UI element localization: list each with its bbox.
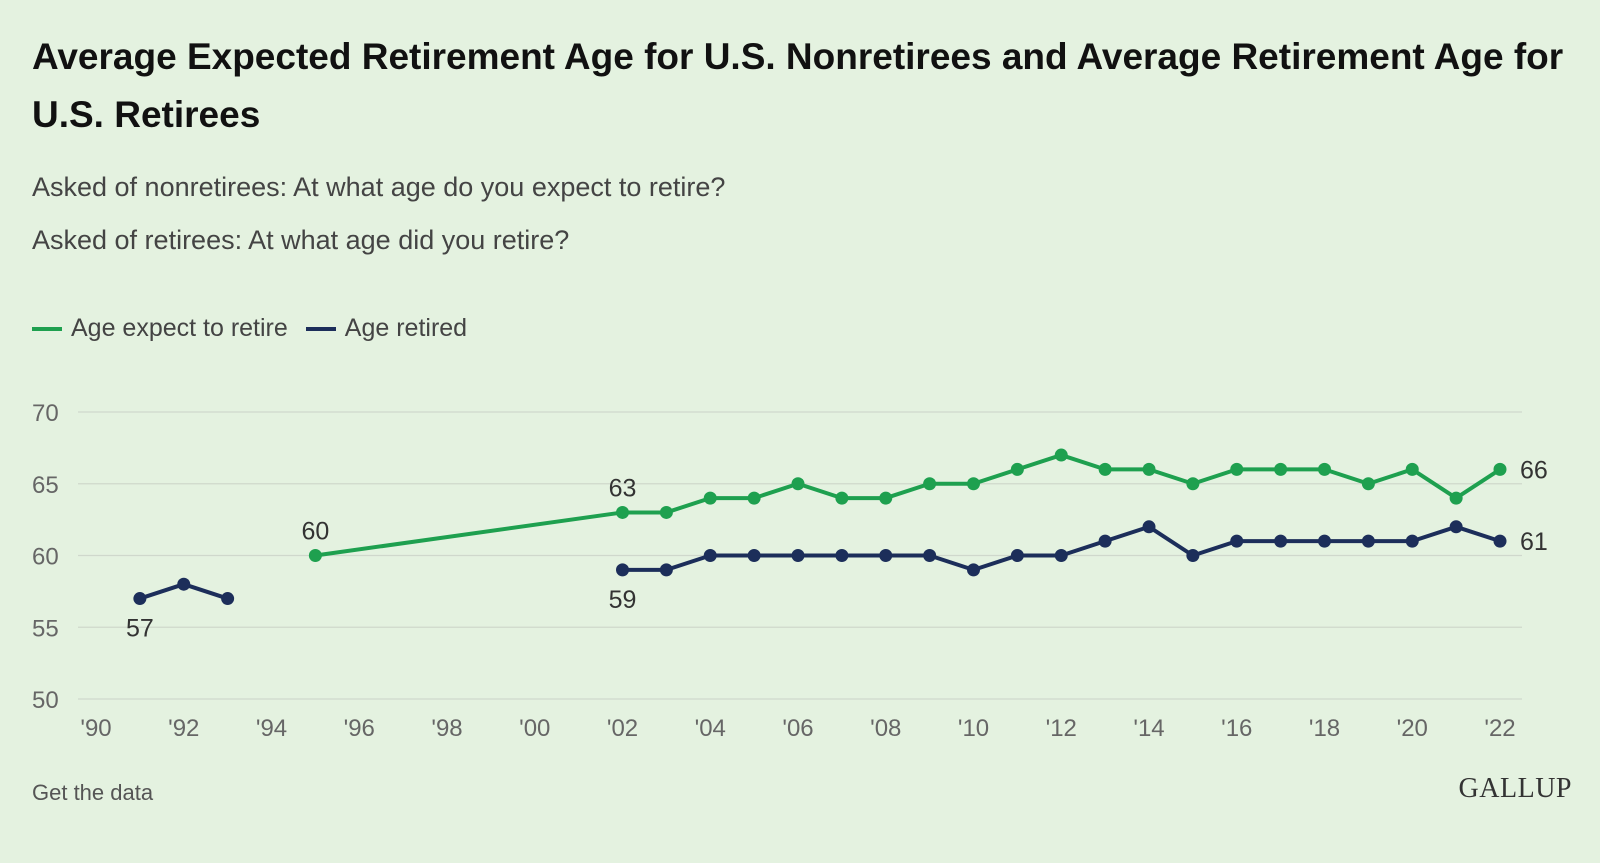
data-label-retired: 59 bbox=[609, 586, 637, 614]
x-tick-label: '02 bbox=[607, 715, 638, 742]
legend-swatch-expect bbox=[32, 326, 62, 331]
legend-swatch-retired bbox=[305, 326, 336, 331]
data-point-retired bbox=[923, 549, 937, 562]
chart-subtitle-retirees: Asked of retirees: At what age did you r… bbox=[32, 225, 570, 255]
x-tick-label: '14 bbox=[1133, 715, 1164, 742]
y-tick-label: 50 bbox=[32, 687, 59, 714]
data-point-retired bbox=[835, 549, 849, 562]
data-point-retired bbox=[1010, 549, 1024, 562]
data-point-expect bbox=[1449, 491, 1463, 505]
data-point-expect bbox=[1010, 462, 1024, 476]
data-point-expect bbox=[703, 491, 717, 505]
x-tick-label: '08 bbox=[870, 715, 901, 742]
data-point-expect bbox=[879, 491, 893, 505]
data-point-expect bbox=[791, 477, 805, 491]
data-point-retired bbox=[1142, 520, 1156, 534]
y-tick-label: 65 bbox=[32, 472, 59, 499]
chart-subtitle-nonretirees: Asked of nonretirees: At what age do you… bbox=[32, 172, 726, 202]
data-point-expect bbox=[659, 505, 673, 519]
series-line-retired bbox=[622, 524, 1501, 572]
data-point-retired bbox=[1274, 534, 1288, 548]
x-tick-label: '92 bbox=[168, 715, 199, 742]
y-tick-label: 55 bbox=[32, 615, 59, 642]
data-point-expect bbox=[1405, 462, 1419, 476]
y-axis-ticks: 50 55 60 65 70 bbox=[32, 400, 59, 714]
data-label-expect: 63 bbox=[609, 474, 637, 502]
data-point-expect bbox=[308, 549, 322, 562]
data-point-retired bbox=[1098, 534, 1112, 548]
x-tick-label: '06 bbox=[782, 715, 813, 742]
data-point-expect bbox=[1054, 448, 1068, 462]
x-tick-label: '96 bbox=[344, 715, 375, 742]
data-point-retired bbox=[1449, 520, 1463, 534]
data-label-retired: 61 bbox=[1520, 528, 1548, 556]
data-point-retired bbox=[703, 549, 717, 562]
x-tick-label: '10 bbox=[958, 715, 989, 742]
data-point-expect bbox=[747, 491, 761, 505]
data-point-expect bbox=[967, 477, 980, 491]
data-point-retired bbox=[1318, 534, 1331, 548]
data-point-expect bbox=[616, 505, 629, 519]
x-tick-label: '12 bbox=[1046, 715, 1077, 742]
data-point-retired bbox=[177, 577, 191, 591]
data-point-expect bbox=[1142, 462, 1156, 476]
x-axis-ticks: '90 '92 '94 '96 '98 '00 '02 '04 '06 '08 '10 '12 '14 '… bbox=[80, 715, 1515, 742]
legend-label-expect: Age expect to retire bbox=[71, 314, 288, 342]
chart-title: Average Expected Retirement Age for U.S.… bbox=[32, 36, 1564, 135]
data-point-expect bbox=[1493, 462, 1507, 476]
x-tick-label: '18 bbox=[1309, 715, 1340, 742]
get-the-data-link[interactable]: Get the data bbox=[32, 780, 154, 805]
data-point-retired bbox=[967, 563, 980, 577]
data-point-retired bbox=[1230, 534, 1244, 548]
data-point-expect bbox=[923, 477, 937, 491]
x-tick-label: '94 bbox=[256, 715, 287, 742]
data-labels: 60 63 66 57 59 61 bbox=[126, 456, 1548, 642]
data-point-retired bbox=[659, 563, 673, 577]
x-tick-label: '90 bbox=[80, 715, 111, 742]
data-point-expect bbox=[1230, 462, 1244, 476]
data-label-expect: 60 bbox=[301, 518, 329, 546]
x-tick-label: '20 bbox=[1397, 715, 1428, 742]
x-tick-label: '16 bbox=[1221, 715, 1252, 742]
data-point-retired bbox=[747, 549, 761, 562]
x-tick-label: '00 bbox=[519, 715, 550, 742]
series-line-expect bbox=[315, 453, 1502, 558]
data-point-retired bbox=[791, 549, 805, 562]
x-tick-label: '04 bbox=[695, 715, 726, 742]
data-point-expect bbox=[1186, 477, 1200, 491]
legend-label-retired: Age retired bbox=[344, 314, 468, 342]
x-tick-label: '22 bbox=[1484, 715, 1515, 742]
x-tick-label: '98 bbox=[431, 715, 462, 742]
data-point-expect bbox=[1361, 477, 1375, 491]
data-point-retired bbox=[616, 563, 629, 577]
data-label-expect: 66 bbox=[1520, 456, 1548, 484]
gallup-logo: GALLUP bbox=[1458, 773, 1572, 804]
data-point-retired bbox=[1493, 534, 1507, 548]
data-point-expect bbox=[835, 491, 849, 505]
data-label-retired: 57 bbox=[126, 615, 154, 643]
data-point-expect bbox=[1098, 462, 1112, 476]
data-point-expect bbox=[1274, 462, 1288, 476]
data-point-retired bbox=[1186, 549, 1200, 562]
data-point-retired bbox=[879, 549, 893, 562]
data-point-expect bbox=[1318, 462, 1331, 476]
y-tick-label: 70 bbox=[32, 400, 59, 427]
legend-item-retired[interactable]: Age retired bbox=[305, 314, 468, 343]
series-layer bbox=[133, 448, 1507, 606]
data-point-retired bbox=[133, 592, 147, 606]
y-tick-label: 60 bbox=[32, 544, 59, 571]
chart-legend: Age expect to retire Age retired bbox=[32, 314, 485, 343]
data-point-retired bbox=[1361, 534, 1375, 548]
legend-item-expect[interactable]: Age expect to retire bbox=[32, 314, 288, 343]
data-point-retired bbox=[221, 592, 235, 606]
data-point-retired bbox=[1054, 549, 1068, 562]
data-point-retired bbox=[1405, 534, 1419, 548]
